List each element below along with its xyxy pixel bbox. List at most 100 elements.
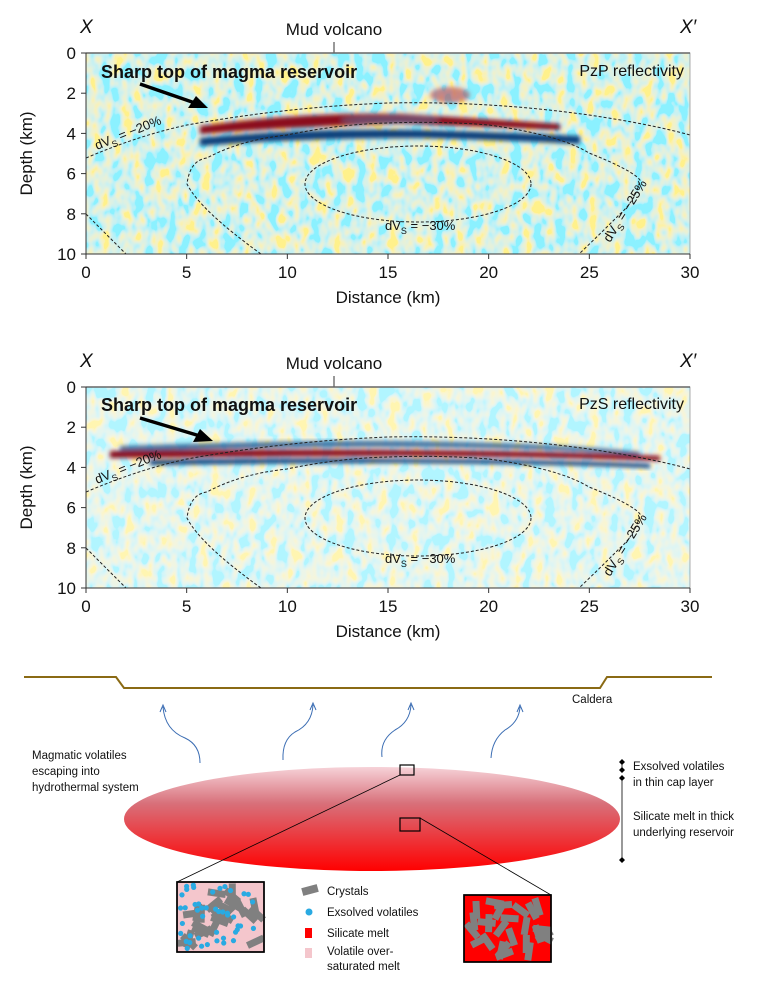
volatile-bubble xyxy=(227,887,234,894)
volatile-bubble xyxy=(210,889,216,895)
crystal xyxy=(500,914,519,923)
y-tick-label: 2 xyxy=(67,84,76,103)
crystal xyxy=(505,927,518,947)
contour-label-30: dVS = −30% xyxy=(385,218,456,236)
x-tick-label: 20 xyxy=(479,263,498,282)
crystal-swatch-icon xyxy=(301,884,319,896)
volatile-bubble xyxy=(250,925,257,931)
y-tick-label: 0 xyxy=(67,378,76,397)
volatile-bubble xyxy=(222,883,228,890)
thickness-scale xyxy=(619,759,625,863)
crystal xyxy=(493,919,510,938)
arrow-icon xyxy=(139,416,213,442)
caldera-label: Caldera xyxy=(572,694,613,706)
pzs-panel: X Mud volcano X′ Sharp top of magma rese… xyxy=(17,351,699,641)
volatile-bubble xyxy=(194,907,201,913)
y-tick-label: 8 xyxy=(67,205,76,224)
reservoir-label: Silicate melt in thick underlying reserv… xyxy=(633,811,737,839)
volatile-bubble xyxy=(204,941,210,948)
volatile-bubble xyxy=(187,939,193,946)
arrow-icon xyxy=(490,706,521,759)
y-tick-label: 2 xyxy=(67,418,76,437)
y-tick-label: 4 xyxy=(67,458,76,477)
panel-label: PzP reflectivity xyxy=(579,63,684,80)
volatile-bubble xyxy=(200,913,206,919)
crystal xyxy=(240,906,259,924)
x-tick-label: 0 xyxy=(81,597,90,616)
x-tick-label: 0 xyxy=(81,263,90,282)
contour-label-30: dVS = −30% xyxy=(385,551,456,569)
melt-sample-box xyxy=(399,817,421,832)
volatile-dot-icon xyxy=(305,908,313,916)
cap-layer-label: Exsolved volatiles in thin cap layer xyxy=(633,761,728,789)
crystal xyxy=(522,935,530,954)
crystal xyxy=(531,924,545,944)
crystal xyxy=(472,900,481,920)
y-tick-label: 6 xyxy=(67,499,76,518)
panel-label: PzS reflectivity xyxy=(579,396,684,413)
volatile-bubble xyxy=(245,891,251,897)
x-tick-label: 20 xyxy=(479,597,498,616)
volatile-bubble xyxy=(221,940,227,946)
y-tick-label: 6 xyxy=(67,165,76,184)
cap-sample-box xyxy=(399,764,415,776)
volatile-bubble xyxy=(235,923,241,929)
legend-oversaturated: Volatile over-saturated melt xyxy=(327,946,401,973)
volatile-bubble xyxy=(249,899,256,905)
x-prime-marker: X′ xyxy=(679,17,698,38)
annotation-sharp-top: Sharp top of magma reservoir xyxy=(101,395,357,415)
legend: Crystals Exsolved volatiles Silicate mel… xyxy=(301,884,419,973)
x-tick-label: 5 xyxy=(182,263,191,282)
volatile-bubble xyxy=(179,920,185,927)
arrow-icon xyxy=(381,704,412,758)
crystal xyxy=(485,897,505,908)
y-tick-label: 10 xyxy=(57,579,76,598)
crystal xyxy=(245,934,266,949)
volatile-bubble xyxy=(177,905,184,911)
volatile-bubble xyxy=(196,935,202,941)
x-marker: X xyxy=(79,17,94,38)
y-tick-label: 10 xyxy=(57,245,76,264)
x-tick-label: 25 xyxy=(580,263,599,282)
legend-melt: Silicate melt xyxy=(327,928,390,940)
x-tick-label: 10 xyxy=(278,263,297,282)
melt-inset xyxy=(463,894,554,963)
volatile-bubble xyxy=(192,901,198,908)
y-axis-label: Depth (km) xyxy=(17,111,36,195)
volatile-bubble xyxy=(179,892,185,898)
arrow-icon xyxy=(282,704,314,761)
mud-volcano-label: Mud volcano xyxy=(286,354,382,373)
x-tick-label: 15 xyxy=(379,263,398,282)
x-axis-label: Distance (km) xyxy=(336,288,441,307)
x-tick-label: 5 xyxy=(182,597,191,616)
x-tick-label: 10 xyxy=(278,597,297,616)
x-marker: X xyxy=(79,351,94,372)
volatile-bubble xyxy=(184,945,190,951)
caldera-surface xyxy=(24,676,712,689)
volatiles-label: Magmatic volatiles escaping into hydroth… xyxy=(32,750,139,794)
arrow-icon xyxy=(139,82,208,108)
crystal xyxy=(524,901,540,921)
crystal xyxy=(208,904,226,923)
arrow-icon xyxy=(162,706,201,764)
volatile-bubble xyxy=(214,938,220,944)
crystal xyxy=(222,887,242,905)
pzp-axes: 0 5 10 15 20 25 30 0 2 4 6 8 10 Distance (km) Depth (k… xyxy=(17,44,699,307)
cap-inset xyxy=(176,881,266,953)
x-prime-marker: X′ xyxy=(679,351,698,372)
volatile-bubble xyxy=(220,935,227,941)
legend-volatiles: Exsolved volatiles xyxy=(327,907,419,919)
volatile-bubble xyxy=(213,906,219,912)
crystal xyxy=(511,902,531,919)
pzp-reflectivity-image xyxy=(86,53,690,254)
volatile-bubble xyxy=(187,933,193,939)
x-tick-label: 30 xyxy=(681,597,700,616)
x-tick-label: 25 xyxy=(580,597,599,616)
x-tick-label: 30 xyxy=(681,263,700,282)
volatile-bubble xyxy=(184,886,190,892)
legend-crystals: Crystals xyxy=(327,886,369,898)
y-tick-label: 0 xyxy=(67,44,76,63)
volatile-bubble xyxy=(241,891,247,897)
pzs-axes: 0 5 10 15 20 25 30 0 2 4 6 8 10 Distance (km) Depth (k… xyxy=(17,378,699,641)
